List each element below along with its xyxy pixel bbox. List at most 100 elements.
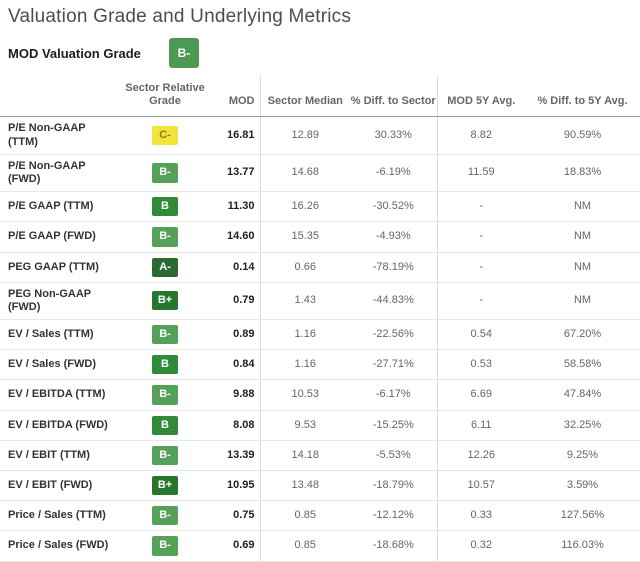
grade-cell: B+ xyxy=(112,282,218,321)
mod-value: 8.08 xyxy=(218,410,261,441)
mod-value: 0.89 xyxy=(218,319,261,351)
mod-value: 0.75 xyxy=(218,500,261,532)
sector-median-value: 13.48 xyxy=(260,470,350,502)
grade-cell: C- xyxy=(112,116,218,155)
table-row: EV / Sales (FWD) B 0.84 1.16 -27.71% 0.53 58.5… xyxy=(0,349,640,381)
diff-to-sector-value: -44.83% xyxy=(350,282,438,321)
col-header-sector-median: Sector Median xyxy=(260,76,350,118)
mod-value: 16.81 xyxy=(218,116,261,155)
diff-to-5y-avg-value: 58.58% xyxy=(525,349,640,381)
diff-to-sector-value: -12.12% xyxy=(350,500,438,532)
sector-median-value: 1.43 xyxy=(260,282,350,321)
mod-5y-avg-value: 8.82 xyxy=(437,116,525,155)
diff-to-sector-value: -6.17% xyxy=(350,379,438,411)
sector-median-value: 1.16 xyxy=(260,349,350,381)
table-row: P/E Non-GAAP (TTM) C- 16.81 12.89 30.33% 8.82… xyxy=(0,116,640,155)
mod-5y-avg-value: 10.57 xyxy=(437,470,525,502)
grade-cell: B- xyxy=(112,379,218,411)
metric-label: EV / Sales (FWD) xyxy=(0,349,112,381)
col-header-metric xyxy=(0,76,112,118)
grade-cell: B- xyxy=(112,221,218,253)
diff-to-5y-avg-value: 47.84% xyxy=(525,379,640,411)
metric-label: Price / Sales (TTM) xyxy=(0,500,112,532)
sector-median-value: 0.85 xyxy=(260,500,350,532)
diff-to-5y-avg-value: NM xyxy=(525,282,640,321)
sector-median-value: 15.35 xyxy=(260,221,350,253)
sector-median-value: 12.89 xyxy=(260,116,350,155)
diff-to-sector-value: -18.68% xyxy=(350,530,438,562)
mod-5y-avg-value: 0.53 xyxy=(437,349,525,381)
diff-to-5y-avg-value: 127.56% xyxy=(525,500,640,532)
sector-median-value: 10.53 xyxy=(260,379,350,411)
diff-to-5y-avg-value: NM xyxy=(525,221,640,253)
grade-badge: B xyxy=(152,197,178,217)
diff-to-sector-value: -15.25% xyxy=(350,410,438,441)
valuation-metrics-table: Sector Relative Grade MOD Sector Median … xyxy=(0,76,640,562)
grade-badge: A- xyxy=(152,257,178,277)
diff-to-5y-avg-value: NM xyxy=(525,191,640,223)
col-header-mod: MOD xyxy=(218,76,261,118)
metric-label: Price / Sales (FWD) xyxy=(0,530,112,562)
table-row: Price / Sales (TTM) B- 0.75 0.85 -12.12% 0.33… xyxy=(0,500,640,532)
mod-5y-avg-value: - xyxy=(437,252,525,283)
diff-to-5y-avg-value: 116.03% xyxy=(525,530,640,562)
mod-5y-avg-value: 6.69 xyxy=(437,379,525,411)
mod-5y-avg-value: 0.54 xyxy=(437,319,525,351)
table-row: P/E GAAP (TTM) B 11.30 16.26 -30.52% - NM xyxy=(0,191,640,223)
mod-5y-avg-value: 0.33 xyxy=(437,500,525,532)
table-row: EV / EBIT (FWD) B+ 10.95 13.48 -18.79% 10.57 3… xyxy=(0,470,640,502)
table-row: P/E Non-GAAP (FWD) B- 13.77 14.68 -6.19% 11.5… xyxy=(0,154,640,193)
table-row: PEG GAAP (TTM) A- 0.14 0.66 -78.19% - NM xyxy=(0,252,640,283)
mod-value: 0.69 xyxy=(218,530,261,562)
mod-5y-avg-value: - xyxy=(437,191,525,223)
mod-value: 0.14 xyxy=(218,252,261,283)
grade-cell: B- xyxy=(112,530,218,562)
mod-value: 11.30 xyxy=(218,191,261,223)
grade-cell: B xyxy=(112,191,218,223)
sector-median-value: 16.26 xyxy=(260,191,350,223)
mod-value: 10.95 xyxy=(218,470,261,502)
grade-cell: B xyxy=(112,410,218,441)
page-title: Valuation Grade and Underlying Metrics xyxy=(8,6,352,27)
col-header-sector-relative-grade: Sector Relative Grade xyxy=(112,76,218,118)
grade-cell: B xyxy=(112,349,218,381)
table-row: EV / Sales (TTM) B- 0.89 1.16 -22.56% 0.54 67.… xyxy=(0,319,640,351)
mod-value: 13.77 xyxy=(218,154,261,193)
diff-to-sector-value: -78.19% xyxy=(350,252,438,283)
grade-badge: B- xyxy=(152,325,178,345)
col-header-mod-5y-avg: MOD 5Y Avg. xyxy=(437,76,525,118)
table-row: EV / EBITDA (TTM) B- 9.88 10.53 -6.17% 6.69 47… xyxy=(0,379,640,411)
table-header-row: Sector Relative Grade MOD Sector Median … xyxy=(0,76,640,118)
mod-5y-avg-value: - xyxy=(437,282,525,321)
table-row: EV / EBITDA (FWD) B 8.08 9.53 -15.25% 6.11 32.… xyxy=(0,410,640,441)
grade-cell: A- xyxy=(112,252,218,283)
diff-to-5y-avg-value: 18.83% xyxy=(525,154,640,193)
diff-to-5y-avg-value: 3.59% xyxy=(525,470,640,502)
mod-5y-avg-value: 0.32 xyxy=(437,530,525,562)
overall-grade-row: MOD Valuation Grade B- xyxy=(8,38,640,68)
grade-cell: B- xyxy=(112,319,218,351)
metric-label: PEG GAAP (TTM) xyxy=(0,252,112,283)
metric-label: EV / EBITDA (TTM) xyxy=(0,379,112,411)
diff-to-sector-value: -27.71% xyxy=(350,349,438,381)
diff-to-sector-value: -22.56% xyxy=(350,319,438,351)
metric-label: P/E GAAP (FWD) xyxy=(0,221,112,253)
grade-badge: B- xyxy=(152,445,178,465)
metric-label: EV / Sales (TTM) xyxy=(0,319,112,351)
col-header-diff-to-5y-avg: % Diff. to 5Y Avg. xyxy=(525,76,640,118)
grade-cell: B- xyxy=(112,154,218,193)
mod-value: 9.88 xyxy=(218,379,261,411)
grade-badge: B- xyxy=(152,227,178,247)
diff-to-5y-avg-value: NM xyxy=(525,252,640,283)
table-row: P/E GAAP (FWD) B- 14.60 15.35 -4.93% - NM xyxy=(0,221,640,253)
mod-5y-avg-value: 11.59 xyxy=(437,154,525,193)
mod-value: 0.79 xyxy=(218,282,261,321)
grade-badge: B- xyxy=(152,506,178,526)
diff-to-5y-avg-value: 67.20% xyxy=(525,319,640,351)
metric-label: EV / EBITDA (FWD) xyxy=(0,410,112,441)
grade-badge: B- xyxy=(152,385,178,405)
grade-badge: B xyxy=(152,355,178,375)
sector-median-value: 9.53 xyxy=(260,410,350,441)
sector-median-value: 0.66 xyxy=(260,252,350,283)
grade-cell: B+ xyxy=(112,470,218,502)
